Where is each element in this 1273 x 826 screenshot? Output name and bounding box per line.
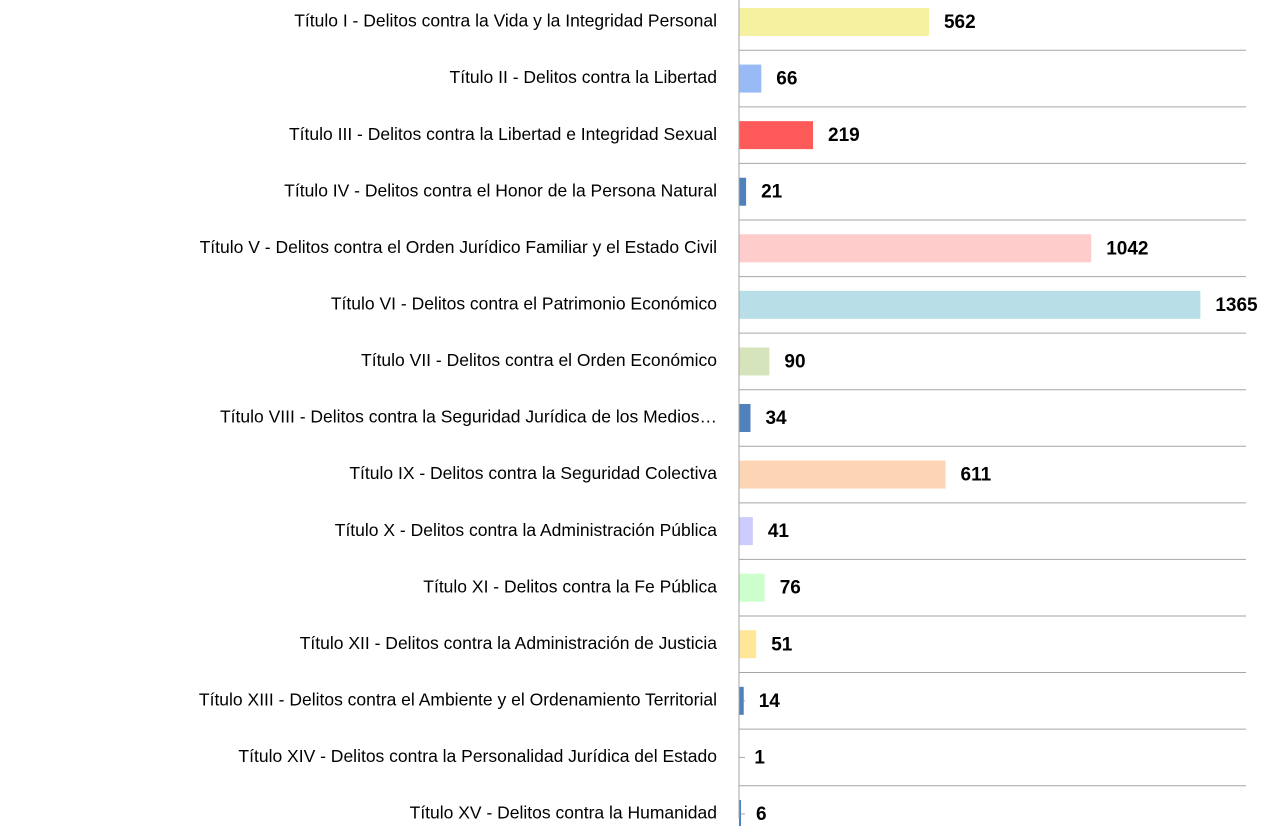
y-tick-label: Título I - Delitos contra la Vida y la I… <box>294 11 717 31</box>
y-tick-label: Título X - Delitos contra la Administrac… <box>335 520 718 540</box>
value-label: 562 <box>944 12 976 33</box>
value-label: 611 <box>961 465 992 486</box>
bar <box>739 64 762 93</box>
y-tick-label: Título XIV - Delitos contra la Personali… <box>238 746 717 766</box>
bar <box>739 177 747 206</box>
value-label: 6 <box>756 804 767 825</box>
y-tick-label: Título IV - Delitos contra el Honor de l… <box>284 180 717 200</box>
y-tick-label: Título II - Delitos contra la Libertad <box>450 67 717 87</box>
bar <box>739 347 770 376</box>
bar <box>739 121 814 150</box>
bar <box>739 8 929 36</box>
y-tick-label: Título XI - Delitos contra la Fe Pública <box>423 576 717 596</box>
bar <box>739 686 744 715</box>
y-tick-label: Título III - Delitos contra la Libertad … <box>289 124 717 144</box>
bar <box>739 234 1092 263</box>
bar <box>739 517 753 546</box>
value-label: 66 <box>776 69 797 90</box>
bar <box>739 630 757 659</box>
y-tick-label: Título XV - Delitos contra la Humanidad <box>410 803 717 823</box>
y-tick-label: Título VIII - Delitos contra la Segurida… <box>220 407 717 427</box>
y-tick-label: Título XIII - Delitos contra el Ambiente… <box>199 689 717 709</box>
y-tick-label: Título VII - Delitos contra el Orden Eco… <box>361 350 717 370</box>
value-label: 21 <box>761 182 783 203</box>
value-label: 76 <box>780 578 801 599</box>
value-label: 1 <box>754 747 765 768</box>
value-label: 219 <box>828 125 860 146</box>
y-tick-label: Título V - Delitos contra el Orden Juríd… <box>200 237 717 257</box>
bar <box>739 799 742 826</box>
value-label: 34 <box>765 408 787 429</box>
y-tick-label: Título XII - Delitos contra la Administr… <box>300 633 718 653</box>
bar <box>739 290 1201 319</box>
value-label: 1365 <box>1215 295 1258 316</box>
y-tick-label: Título IX - Delitos contra la Seguridad … <box>349 463 717 483</box>
y-tick-label: Título VI - Delitos contra el Patrimonio… <box>331 293 717 313</box>
value-label: 41 <box>768 521 790 542</box>
bar <box>739 460 946 489</box>
bar <box>739 403 751 432</box>
value-label: 1042 <box>1106 238 1148 259</box>
value-label: 14 <box>759 691 781 712</box>
bar <box>739 573 765 602</box>
value-label: 51 <box>771 634 793 655</box>
value-label: 90 <box>784 351 805 372</box>
